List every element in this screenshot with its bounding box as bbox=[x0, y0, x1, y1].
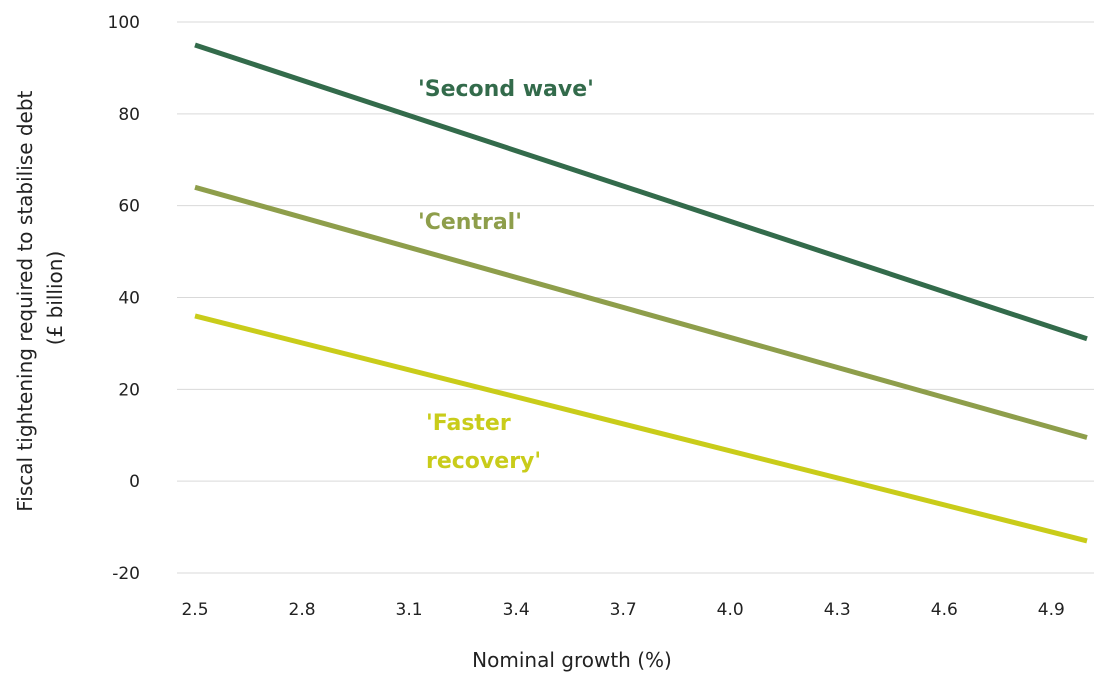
x-tick-label: 4.6 bbox=[931, 600, 958, 620]
series-lines bbox=[194, 42, 1088, 544]
y-axis-title-line-1: Fiscal tightening required to stabilise … bbox=[13, 90, 37, 511]
series-line bbox=[194, 42, 1088, 342]
y-tick-labels: -20 0 20 40 60 80 100 bbox=[108, 13, 140, 584]
series-label-line: 'Central' bbox=[418, 210, 522, 235]
series-labels: 'Second wave' 'Central' 'Faster recovery' bbox=[418, 77, 594, 474]
x-tick-label: 2.5 bbox=[181, 600, 208, 620]
y-tick-label: 20 bbox=[118, 380, 140, 400]
series-label-line: recovery' bbox=[426, 449, 541, 474]
series-label: 'Central' bbox=[418, 210, 522, 235]
x-tick-label: 3.7 bbox=[610, 600, 637, 620]
series-label-line: 'Second wave' bbox=[418, 77, 594, 102]
x-tick-label: 4.0 bbox=[717, 600, 744, 620]
y-tick-label: -20 bbox=[112, 564, 140, 584]
gridlines bbox=[177, 21, 1094, 574]
x-tick-label: 4.9 bbox=[1038, 600, 1065, 620]
y-axis-title: Fiscal tightening required to stabilise … bbox=[13, 84, 67, 512]
x-tick-label: 3.4 bbox=[503, 600, 530, 620]
x-tick-label: 3.1 bbox=[396, 600, 423, 620]
y-axis-title-line-2: (£ billion) bbox=[43, 251, 67, 346]
series-line bbox=[194, 184, 1088, 440]
x-tick-labels: 2.5 2.8 3.1 3.4 3.7 4.0 4.3 4.6 4.9 bbox=[181, 600, 1064, 620]
x-tick-label: 4.3 bbox=[824, 600, 851, 620]
series-label-line: 'Faster bbox=[426, 411, 511, 436]
series-label: 'Second wave' bbox=[418, 77, 594, 102]
x-tick-label: 2.8 bbox=[289, 600, 316, 620]
y-tick-label: 60 bbox=[118, 197, 140, 217]
y-tick-label: 100 bbox=[108, 13, 140, 33]
y-tick-label: 80 bbox=[118, 105, 140, 125]
x-axis-title: Nominal growth (%) bbox=[472, 648, 672, 672]
series-line bbox=[194, 313, 1088, 544]
y-tick-label: 0 bbox=[129, 472, 140, 492]
y-tick-label: 40 bbox=[118, 289, 140, 309]
series-label: 'Faster recovery' bbox=[426, 411, 541, 474]
